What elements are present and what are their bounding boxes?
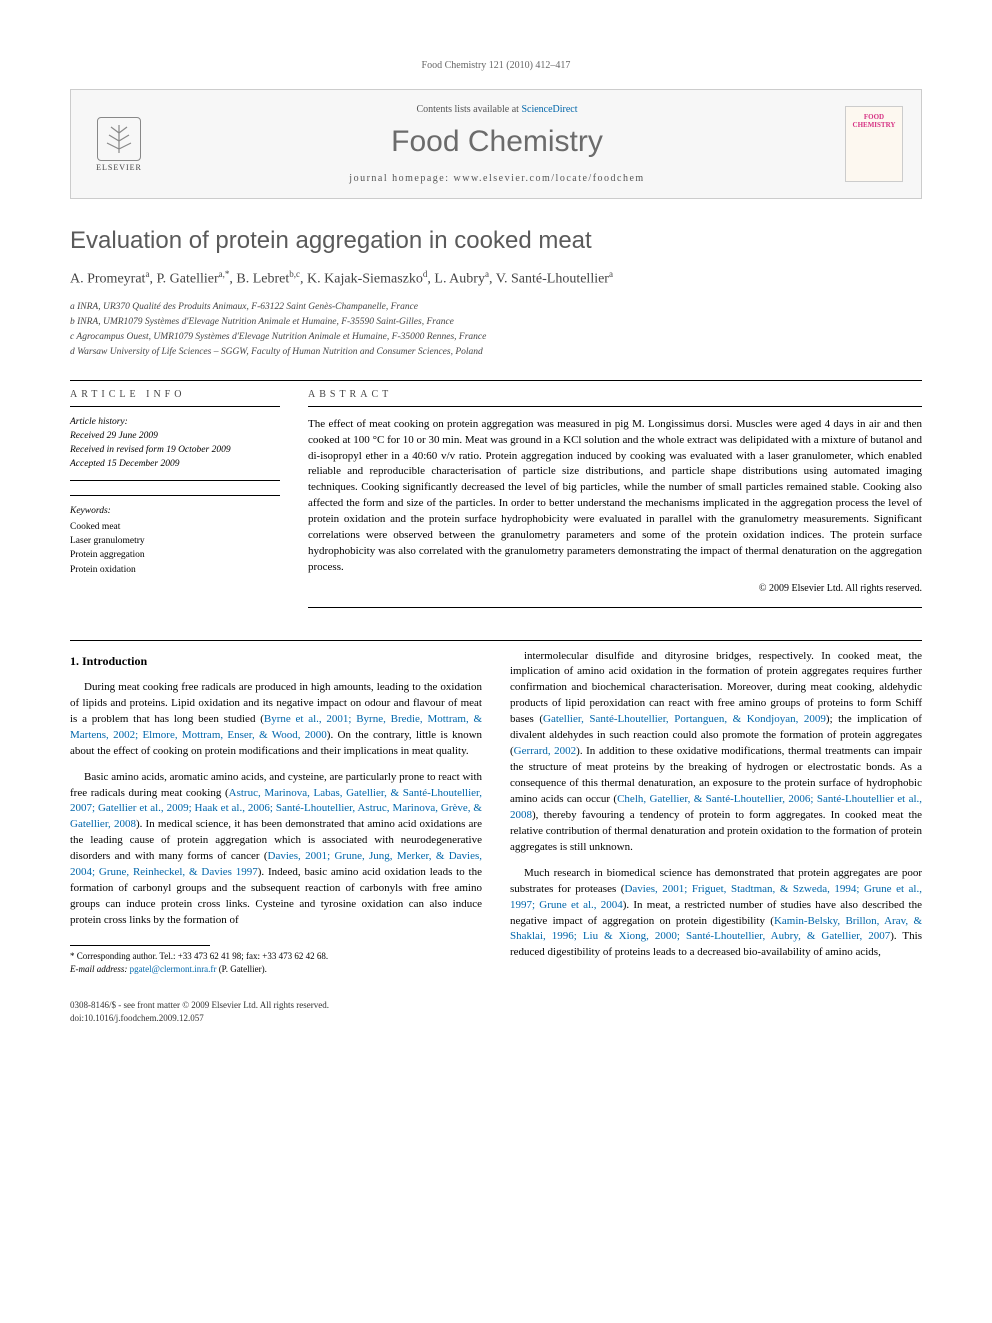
keyword-3: Protein oxidation xyxy=(70,563,280,577)
authors-line: A. Promeyrata, P. Gatelliera,*, B. Lebre… xyxy=(70,269,922,288)
footer-line1: 0308-8146/$ - see front matter © 2009 El… xyxy=(70,999,922,1012)
journal-cover-thumb: FOOD CHEMISTRY xyxy=(845,106,903,182)
affiliation-c: c Agrocampus Ouest, UMR1079 Systèmes d'E… xyxy=(70,330,922,344)
journal-name: Food Chemistry xyxy=(149,125,845,159)
section-1-heading: 1. Introduction xyxy=(70,653,482,670)
footnote-block: * Corresponding author. Tel.: +33 473 62… xyxy=(70,950,482,975)
elsevier-tree-icon xyxy=(97,117,141,161)
cover-line2: CHEMISTRY xyxy=(853,121,896,129)
affiliations: a INRA, UR370 Qualité des Produits Anima… xyxy=(70,300,922,360)
info-abstract-row: ARTICLE INFO Article history: Received 2… xyxy=(70,389,922,608)
affiliation-d: d Warsaw University of Life Sciences – S… xyxy=(70,345,922,359)
footnote-email-line: E-mail address: pgatel@clermont.inra.fr … xyxy=(70,963,482,976)
footnote-email-link[interactable]: pgatel@clermont.inra.fr xyxy=(130,964,217,974)
abstract-body: The effect of meat cooking on protein ag… xyxy=(308,418,922,573)
history-accepted: Accepted 15 December 2009 xyxy=(70,457,280,471)
body-columns: 1. Introduction During meat cooking free… xyxy=(70,649,922,976)
divider-bottom xyxy=(70,640,922,641)
header-center: Contents lists available at ScienceDirec… xyxy=(149,104,845,184)
journal-header-box: ELSEVIER Contents lists available at Sci… xyxy=(70,89,922,199)
contents-available-line: Contents lists available at ScienceDirec… xyxy=(149,104,845,115)
keyword-1: Laser granulometry xyxy=(70,534,280,548)
article-title: Evaluation of protein aggregation in coo… xyxy=(70,227,922,255)
history-label: Article history: xyxy=(70,415,280,429)
body-p4: Much research in biomedical science has … xyxy=(510,866,922,962)
page-footer: 0308-8146/$ - see front matter © 2009 El… xyxy=(70,999,922,1024)
keyword-0: Cooked meat xyxy=(70,520,280,534)
article-history-block: Article history: Received 29 June 2009 R… xyxy=(70,406,280,481)
sciencedirect-link[interactable]: ScienceDirect xyxy=(521,104,577,115)
affiliation-b: b INRA, UMR1079 Systèmes d'Elevage Nutri… xyxy=(70,315,922,329)
homepage-prefix: journal homepage: xyxy=(349,173,453,184)
cover-line1: FOOD xyxy=(864,113,884,121)
contents-prefix: Contents lists available at xyxy=(416,104,521,115)
keywords-block: Keywords: Cooked meat Laser granulometry… xyxy=(70,495,280,577)
article-info-label: ARTICLE INFO xyxy=(70,389,280,400)
homepage-line: journal homepage: www.elsevier.com/locat… xyxy=(149,173,845,184)
abstract-text: The effect of meat cooking on protein ag… xyxy=(308,406,922,608)
history-revised: Received in revised form 19 October 2009 xyxy=(70,443,280,457)
journal-header: Food Chemistry 121 (2010) 412–417 xyxy=(70,60,922,71)
footnote-email-name: (P. Gatellier). xyxy=(219,964,267,974)
homepage-url: www.elsevier.com/locate/foodchem xyxy=(454,173,645,184)
body-p3: intermolecular disulfide and dityrosine … xyxy=(510,649,922,856)
body-p1: During meat cooking free radicals are pr… xyxy=(70,680,482,760)
footer-line2: doi:10.1016/j.foodchem.2009.12.057 xyxy=(70,1012,922,1025)
footnote-corresponding: * Corresponding author. Tel.: +33 473 62… xyxy=(70,950,482,963)
abstract-label: ABSTRACT xyxy=(308,389,922,400)
abstract-copyright: © 2009 Elsevier Ltd. All rights reserved… xyxy=(308,582,922,597)
keyword-2: Protein aggregation xyxy=(70,548,280,562)
elsevier-label: ELSEVIER xyxy=(96,163,142,172)
footnote-email-label: E-mail address: xyxy=(70,964,127,974)
keywords-label: Keywords: xyxy=(70,504,280,518)
history-received: Received 29 June 2009 xyxy=(70,429,280,443)
article-info-col: ARTICLE INFO Article history: Received 2… xyxy=(70,389,280,608)
abstract-col: ABSTRACT The effect of meat cooking on p… xyxy=(308,389,922,608)
affiliation-a: a INRA, UR370 Qualité des Produits Anima… xyxy=(70,300,922,314)
footnote-rule xyxy=(70,945,210,946)
body-p2: Basic amino acids, aromatic amino acids,… xyxy=(70,770,482,929)
divider-top xyxy=(70,380,922,381)
elsevier-logo: ELSEVIER xyxy=(89,109,149,179)
